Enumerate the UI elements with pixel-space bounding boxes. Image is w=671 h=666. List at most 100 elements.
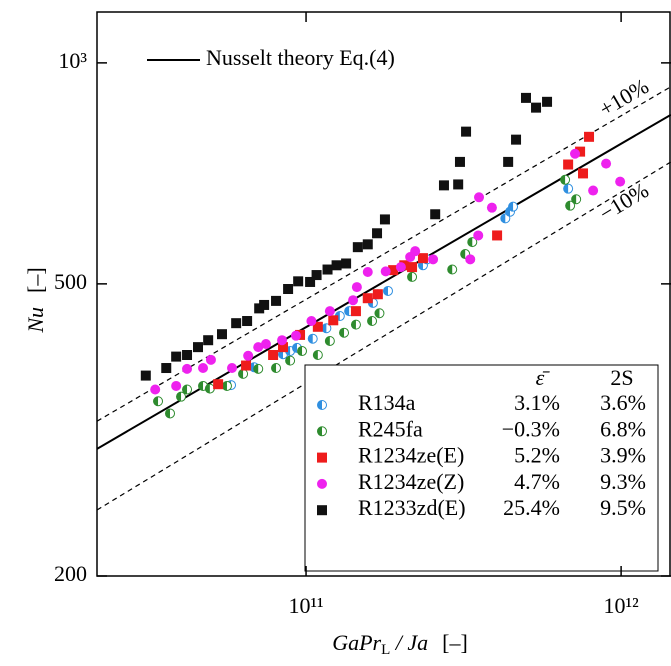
legend-stat: 4.7%	[514, 469, 560, 494]
point	[324, 306, 335, 317]
circle-marker	[410, 246, 421, 257]
legend-label: R245fa	[358, 416, 423, 441]
square-marker	[511, 134, 522, 145]
point	[317, 505, 327, 516]
point	[571, 194, 582, 205]
circle-marker	[465, 254, 476, 265]
legend-label: Nusselt theory Eq.(4)	[206, 45, 395, 70]
x-label-rest: / Ja	[390, 630, 428, 655]
point	[165, 408, 176, 419]
point	[372, 228, 383, 239]
square-marker	[182, 350, 193, 361]
half-fill	[505, 207, 511, 217]
point	[260, 339, 271, 350]
point	[312, 350, 323, 361]
legend-box	[304, 364, 659, 572]
square-marker	[268, 350, 279, 361]
legend-label: R134a	[358, 390, 416, 415]
half-fill	[292, 343, 298, 353]
point	[520, 92, 531, 103]
point	[306, 316, 317, 327]
legend-label: R1233zd(E)	[358, 495, 466, 520]
point	[312, 321, 323, 332]
square-marker	[341, 258, 352, 269]
point	[182, 363, 193, 374]
circle-marker	[474, 192, 485, 203]
point	[565, 200, 576, 211]
point	[171, 351, 182, 362]
x-label-main: GaPr	[332, 630, 381, 655]
legend-label: R1234ze(Z)	[358, 469, 464, 494]
square-marker	[193, 342, 204, 353]
point	[153, 396, 164, 407]
point	[350, 319, 361, 330]
half-fill	[508, 202, 514, 212]
point	[563, 159, 574, 170]
point	[352, 242, 363, 253]
square-marker	[203, 335, 214, 346]
point	[140, 370, 151, 381]
half-fill	[317, 400, 322, 410]
point	[503, 156, 514, 167]
square-marker	[407, 262, 418, 273]
legend-stat: 25.4%	[503, 495, 560, 520]
square-marker	[520, 92, 531, 103]
point	[193, 342, 204, 353]
circle-marker	[473, 230, 484, 241]
square-marker	[492, 230, 503, 241]
square-marker	[575, 146, 586, 157]
circle-marker	[348, 295, 359, 306]
half-fill	[321, 323, 327, 333]
half-fill	[367, 316, 373, 326]
square-marker	[331, 260, 342, 271]
half-fill	[308, 334, 313, 344]
point	[374, 308, 385, 319]
half-fill	[460, 249, 466, 259]
point	[570, 148, 581, 159]
point	[253, 342, 264, 353]
square-marker	[242, 316, 253, 327]
point	[238, 368, 249, 379]
point	[350, 306, 361, 317]
point	[380, 266, 391, 277]
point	[410, 246, 421, 257]
circle-marker	[351, 282, 362, 293]
point	[176, 391, 187, 402]
half-fill	[339, 328, 345, 338]
point	[204, 383, 215, 394]
point	[198, 363, 209, 374]
y-label-main: Nu	[23, 307, 48, 334]
half-fill	[563, 184, 569, 194]
square-marker	[161, 363, 172, 374]
circle-marker	[362, 266, 373, 277]
point	[428, 254, 439, 265]
half-fill	[447, 265, 453, 275]
square-marker	[283, 284, 294, 295]
square-marker	[372, 228, 383, 239]
point	[317, 478, 327, 489]
half-fill	[182, 384, 188, 394]
point	[161, 363, 172, 374]
circle-marker	[226, 363, 237, 374]
point	[341, 258, 352, 269]
point	[271, 295, 282, 306]
square-marker	[531, 102, 542, 113]
point	[205, 354, 216, 365]
point	[331, 260, 342, 271]
point	[285, 355, 296, 366]
half-fill	[325, 336, 330, 346]
plot-frame	[96, 11, 671, 577]
half-fill	[297, 346, 303, 356]
point	[283, 284, 294, 295]
point	[328, 315, 339, 326]
point	[243, 350, 254, 361]
half-fill	[571, 194, 577, 204]
point	[362, 239, 373, 250]
y-label-unit: [–]	[23, 267, 48, 293]
point	[417, 253, 428, 264]
circle-marker	[395, 262, 406, 273]
point	[474, 192, 485, 203]
point	[382, 285, 393, 296]
half-fill	[383, 286, 388, 296]
point	[324, 335, 335, 346]
